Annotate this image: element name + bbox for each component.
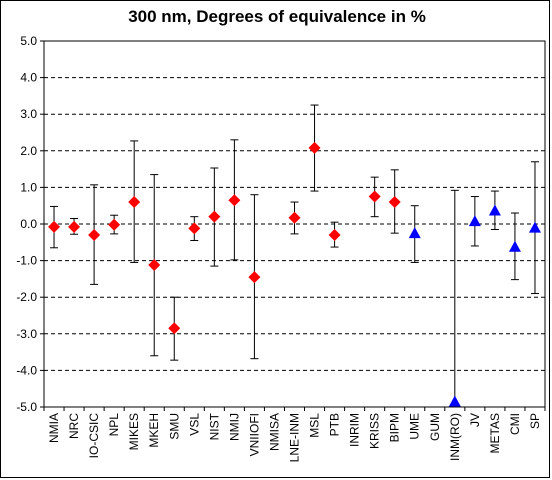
data-point-diamond bbox=[388, 196, 401, 209]
data-point-diamond bbox=[368, 190, 381, 203]
x-category-label: IO-CSIC bbox=[87, 413, 101, 459]
x-category-label: VSL bbox=[187, 413, 201, 436]
x-category-label: INRIM bbox=[348, 413, 362, 447]
data-point-triangle bbox=[448, 395, 461, 407]
x-category-label: MSL bbox=[308, 413, 322, 438]
x-category-label: MIKES bbox=[127, 413, 141, 450]
x-category-label: GUM bbox=[428, 413, 442, 441]
x-category-label: PTB bbox=[328, 413, 342, 436]
x-category-label: NIST bbox=[207, 412, 221, 440]
data-point-triangle bbox=[528, 221, 541, 233]
x-category-label: INM(RO) bbox=[448, 413, 462, 461]
y-tick-label: -4.0 bbox=[16, 363, 37, 377]
x-category-label: NMIJ bbox=[227, 413, 241, 441]
y-tick-label: 3.0 bbox=[20, 107, 37, 121]
y-tick-label: 5.0 bbox=[20, 34, 37, 48]
y-tick-label: -3.0 bbox=[16, 327, 37, 341]
data-point-diamond bbox=[68, 220, 81, 233]
data-point-diamond bbox=[308, 141, 321, 154]
chart-title: 300 nm, Degrees of equivalence in % bbox=[128, 7, 426, 26]
data-point-triangle bbox=[508, 240, 521, 252]
x-category-label: CMI bbox=[508, 413, 522, 435]
x-category-label: NMISA bbox=[267, 413, 281, 451]
x-category-label: NPL bbox=[107, 413, 121, 437]
data-point-diamond bbox=[148, 258, 161, 271]
data-point-diamond bbox=[188, 222, 201, 235]
data-point-diamond bbox=[128, 196, 141, 209]
x-category-label: NMIA bbox=[47, 413, 61, 443]
y-tick-label: 2.0 bbox=[20, 144, 37, 158]
data-point-diamond bbox=[248, 271, 261, 284]
data-point-triangle bbox=[488, 204, 501, 216]
data-point-diamond bbox=[88, 228, 101, 241]
y-tick-label: 4.0 bbox=[20, 71, 37, 85]
data-point-diamond bbox=[328, 228, 341, 241]
data-point-diamond bbox=[48, 220, 61, 233]
x-category-label: KRISS bbox=[368, 413, 382, 449]
y-tick-label: -5.0 bbox=[16, 400, 37, 414]
y-tick-label: -2.0 bbox=[16, 290, 37, 304]
x-category-label: SP bbox=[528, 413, 542, 429]
y-tick-label: 0.0 bbox=[20, 217, 37, 231]
x-category-label: METAS bbox=[488, 413, 502, 453]
data-point-diamond bbox=[108, 218, 121, 231]
x-category-label: MKEH bbox=[147, 413, 161, 448]
x-category-label: LNE-INM bbox=[288, 413, 302, 462]
data-point-diamond bbox=[208, 210, 221, 223]
y-tick-label: 1.0 bbox=[20, 180, 37, 194]
data-point-triangle bbox=[468, 215, 481, 227]
x-category-label: UME bbox=[408, 413, 422, 440]
data-point-diamond bbox=[288, 211, 301, 224]
data-point-diamond bbox=[168, 322, 181, 335]
x-category-label: SMU bbox=[167, 413, 181, 440]
x-category-label: NRC bbox=[67, 413, 81, 439]
data-point-diamond bbox=[228, 194, 241, 207]
y-tick-label: -1.0 bbox=[16, 254, 37, 268]
data-point-triangle bbox=[408, 227, 421, 239]
x-category-label: VNIIOFI bbox=[247, 413, 261, 456]
x-category-label: BIPM bbox=[388, 413, 402, 442]
x-category-label: JV bbox=[468, 413, 482, 427]
